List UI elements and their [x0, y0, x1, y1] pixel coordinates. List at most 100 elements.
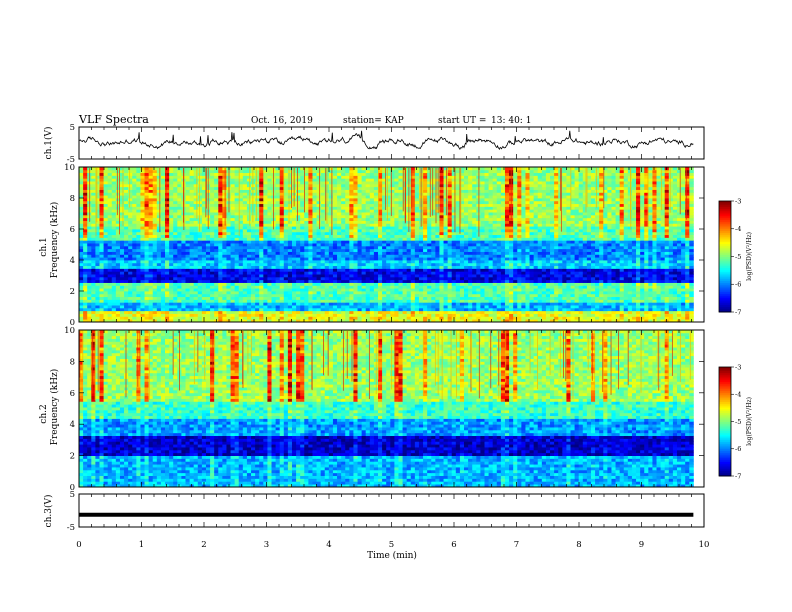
spectrogram-cell: [676, 305, 682, 309]
spectrogram-cell: [226, 307, 231, 312]
spectrogram-cell: [87, 305, 92, 309]
spectrogram-cell: [566, 310, 571, 314]
spectrogram-cell: [283, 265, 289, 269]
spectrogram-cell: [386, 293, 391, 298]
spectrogram-cell: [291, 302, 297, 306]
spectrogram-cell: [230, 234, 236, 238]
spectrogram-cell: [476, 279, 481, 283]
spectrogram-cell: [95, 305, 100, 309]
spectrogram-cell: [468, 274, 473, 278]
spectrogram-cell: [222, 245, 227, 250]
spectrogram-cell: [308, 291, 313, 295]
spectrogram-cell: [349, 243, 354, 247]
spectrogram-cell: [664, 276, 670, 281]
spectrogram-cell: [443, 313, 449, 317]
spectrogram-cell: [443, 296, 449, 300]
spectrogram-cell: [578, 282, 584, 286]
spectrogram-cell: [144, 288, 150, 292]
spectrogram-cell: [550, 234, 555, 238]
spectrogram-cell: [636, 243, 641, 247]
spectrogram-cell: [619, 248, 625, 252]
spectrogram-cell: [488, 237, 494, 241]
spectrogram-cell: [210, 276, 215, 281]
spectrogram-cell: [156, 254, 162, 258]
spectrogram-cell: [672, 291, 678, 295]
spectrogram-cell: [603, 319, 608, 323]
spectrogram-cell: [623, 307, 629, 312]
spectrogram-cell: [631, 274, 637, 278]
spectrogram-cell: [189, 245, 195, 250]
spectrogram-cell: [246, 268, 252, 272]
spectrogram-cell: [160, 265, 166, 269]
spectrogram-cell: [402, 288, 408, 292]
spectrogram-cell: [414, 254, 420, 258]
spectrogram-cell: [263, 302, 268, 306]
spectrogram-cell: [652, 296, 657, 300]
spectrogram-cell: [152, 291, 158, 295]
spectrogram-cell: [271, 251, 276, 255]
spectrogram-cell: [378, 251, 383, 255]
spectrogram-cell: [500, 307, 506, 312]
spectrogram-cell: [631, 271, 637, 275]
spectrogram-cell: [83, 231, 88, 236]
spectrogram-cell: [378, 243, 383, 247]
spectrogram-cell: [263, 313, 268, 317]
spectrogram-cell: [320, 279, 326, 283]
spectrogram-cell: [504, 229, 510, 233]
spectrogram-cell: [402, 305, 408, 309]
spectrogram-cell: [595, 248, 600, 252]
spectrogram-cell: [218, 276, 223, 281]
spectrogram-cell: [226, 276, 231, 281]
spectrogram-cell: [357, 307, 363, 312]
spectrogram-cell: [226, 302, 231, 306]
spectrogram-cell: [316, 260, 322, 264]
spectrogram-cell: [357, 288, 363, 292]
spectrogram-cell: [119, 260, 125, 264]
spectrogram-cell: [500, 316, 506, 320]
spectrogram-cell: [554, 248, 559, 252]
spectrogram-cell: [504, 293, 510, 298]
spectrogram-cell: [177, 291, 182, 295]
spectrogram-cell: [124, 276, 129, 281]
spectrogram-cell: [107, 243, 113, 247]
spectrogram-cell: [648, 313, 653, 317]
spectrogram-cell: [148, 313, 154, 317]
spectrogram-cell: [87, 271, 92, 275]
spectrogram-cell: [652, 274, 657, 278]
spectrogram-cell: [402, 268, 408, 272]
spectrogram-cell: [316, 282, 322, 286]
spectrogram-cell: [451, 296, 457, 300]
spectrogram-cell: [324, 257, 330, 261]
spectrogram-cell: [451, 251, 457, 255]
spectrogram-cell: [513, 319, 518, 323]
spectrogram-cell: [513, 229, 518, 233]
spectrogram-cell: [574, 316, 580, 320]
spectrogram-cell: [111, 254, 117, 258]
spectrogram-cell: [402, 291, 408, 295]
spectrogram-cell: [185, 282, 190, 286]
spectrogram-cell: [271, 291, 276, 295]
spectrogram-cell: [169, 268, 174, 272]
spectrogram-cell: [238, 299, 244, 303]
spectrogram-cell: [664, 274, 670, 278]
spectrogram-cell: [562, 293, 567, 298]
spectrogram-cell: [517, 254, 522, 258]
spectrogram-cell: [271, 302, 276, 306]
spectrogram-cell: [513, 316, 518, 320]
spectrogram-cell: [660, 274, 666, 278]
spectrogram-cell: [332, 276, 338, 281]
spectrogram-cell: [644, 245, 649, 250]
spectrogram-cell: [181, 319, 186, 323]
spectrogram-cell: [504, 310, 510, 314]
spectrogram-cell: [201, 291, 207, 295]
spectrogram-cell: [566, 243, 571, 247]
spectrogram-cell: [394, 305, 399, 309]
spectrogram-cell: [197, 274, 203, 278]
spectrogram-cell: [484, 260, 489, 264]
spectrogram-cell: [668, 285, 674, 289]
spectrogram-cell: [574, 276, 580, 281]
spectrogram-cell: [99, 319, 104, 323]
spectrogram-cell: [210, 229, 215, 233]
spectrogram-cell: [644, 240, 649, 244]
spectrogram-cell: [386, 231, 391, 236]
